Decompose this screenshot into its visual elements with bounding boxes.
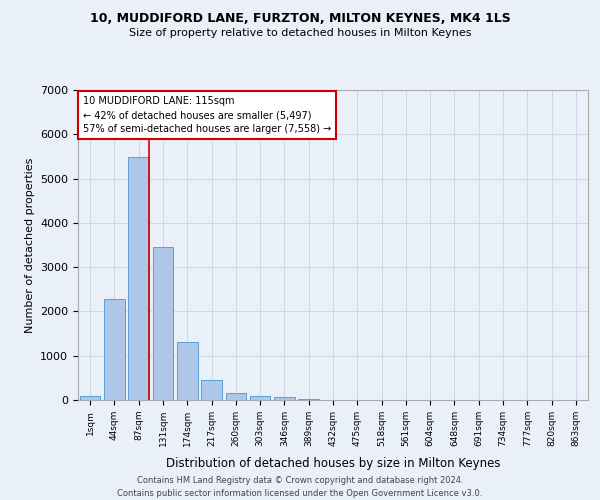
Text: 10 MUDDIFORD LANE: 115sqm
← 42% of detached houses are smaller (5,497)
57% of se: 10 MUDDIFORD LANE: 115sqm ← 42% of detac… — [83, 96, 331, 134]
Bar — [250, 396, 271, 400]
Bar — [226, 393, 246, 400]
Bar — [104, 299, 125, 400]
Bar — [201, 380, 222, 400]
Bar — [128, 158, 149, 400]
Text: Size of property relative to detached houses in Milton Keynes: Size of property relative to detached ho… — [129, 28, 471, 38]
Y-axis label: Number of detached properties: Number of detached properties — [25, 158, 35, 332]
Bar — [298, 398, 319, 400]
Bar — [152, 247, 173, 400]
Bar — [274, 398, 295, 400]
X-axis label: Distribution of detached houses by size in Milton Keynes: Distribution of detached houses by size … — [166, 457, 500, 470]
Text: Contains HM Land Registry data © Crown copyright and database right 2024.
Contai: Contains HM Land Registry data © Crown c… — [118, 476, 482, 498]
Bar — [80, 396, 100, 400]
Text: 10, MUDDIFORD LANE, FURZTON, MILTON KEYNES, MK4 1LS: 10, MUDDIFORD LANE, FURZTON, MILTON KEYN… — [89, 12, 511, 26]
Bar — [177, 342, 197, 400]
